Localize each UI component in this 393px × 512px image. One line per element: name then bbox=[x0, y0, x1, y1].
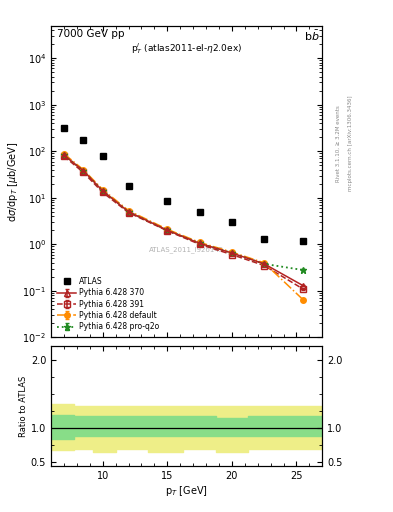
Text: p$_T^l$ (atlas2011-el-$\eta$2.0ex): p$_T^l$ (atlas2011-el-$\eta$2.0ex) bbox=[131, 41, 242, 56]
ATLAS bbox=[197, 209, 202, 215]
ATLAS bbox=[126, 183, 131, 189]
Y-axis label: Ratio to ATLAS: Ratio to ATLAS bbox=[19, 375, 28, 437]
ATLAS bbox=[62, 125, 66, 132]
Text: b$\bar{b}$: b$\bar{b}$ bbox=[304, 29, 320, 43]
ATLAS bbox=[165, 198, 170, 204]
ATLAS bbox=[262, 236, 266, 242]
ATLAS bbox=[301, 238, 305, 244]
ATLAS bbox=[230, 219, 234, 225]
Text: Rivet 3.1.10, ≥ 3.2M events: Rivet 3.1.10, ≥ 3.2M events bbox=[336, 105, 341, 182]
ATLAS bbox=[100, 153, 105, 159]
X-axis label: p$_T$ [GeV]: p$_T$ [GeV] bbox=[165, 483, 208, 498]
Text: mcplots.cern.ch [arXiv:1306.3436]: mcplots.cern.ch [arXiv:1306.3436] bbox=[348, 96, 353, 191]
ATLAS bbox=[81, 137, 86, 143]
Y-axis label: d$\sigma$/dp$_T$ [$\mu$b/GeV]: d$\sigma$/dp$_T$ [$\mu$b/GeV] bbox=[6, 141, 20, 222]
Text: ATLAS_2011_I926145: ATLAS_2011_I926145 bbox=[149, 247, 224, 253]
Text: 7000 GeV pp: 7000 GeV pp bbox=[57, 29, 124, 39]
Legend: ATLAS, Pythia 6.428 370, Pythia 6.428 391, Pythia 6.428 default, Pythia 6.428 pr: ATLAS, Pythia 6.428 370, Pythia 6.428 39… bbox=[55, 275, 162, 333]
Line: ATLAS: ATLAS bbox=[61, 125, 306, 244]
